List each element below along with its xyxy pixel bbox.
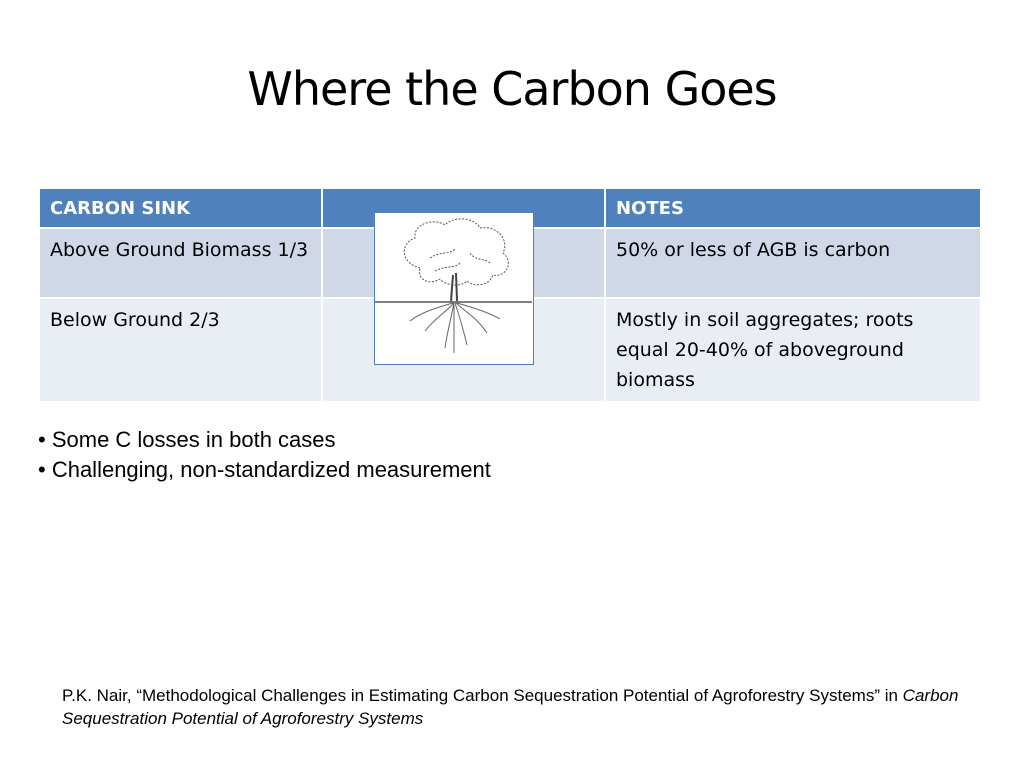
bullet-item: • Challenging, non-standardized measurem…: [38, 457, 491, 482]
bullet-list: • Some C losses in both cases • Challeng…: [38, 425, 491, 485]
table-header-row: CARBON SINK NOTES: [40, 189, 980, 227]
table-row: Above Ground Biomass 1/3 50% or less of …: [40, 229, 980, 297]
bullet-item: • Some C losses in both cases: [38, 427, 336, 452]
cell-sink: Below Ground 2/3: [40, 299, 321, 401]
cell-sink: Above Ground Biomass 1/3: [40, 229, 321, 297]
citation-text: P.K. Nair, “Methodological Challenges in…: [62, 686, 903, 705]
cell-notes: 50% or less of AGB is carbon: [606, 229, 980, 297]
slide-title: Where the Carbon Goes: [247, 62, 777, 116]
cell-notes: Mostly in soil aggregates; roots equal 2…: [606, 299, 980, 401]
header-notes: NOTES: [606, 189, 980, 227]
header-carbon-sink: CARBON SINK: [40, 189, 321, 227]
citation-book-title: Carbon Sequestration Potential of Agrofo…: [62, 686, 959, 728]
citation: P.K. Nair, “Methodological Challenges in…: [62, 684, 962, 730]
tree-with-roots-icon: [375, 218, 532, 353]
bullet-text: Challenging, non-standardized measuremen…: [51, 457, 491, 482]
bullet-text: Some C losses in both cases: [51, 427, 336, 452]
tree-image: [374, 212, 534, 365]
